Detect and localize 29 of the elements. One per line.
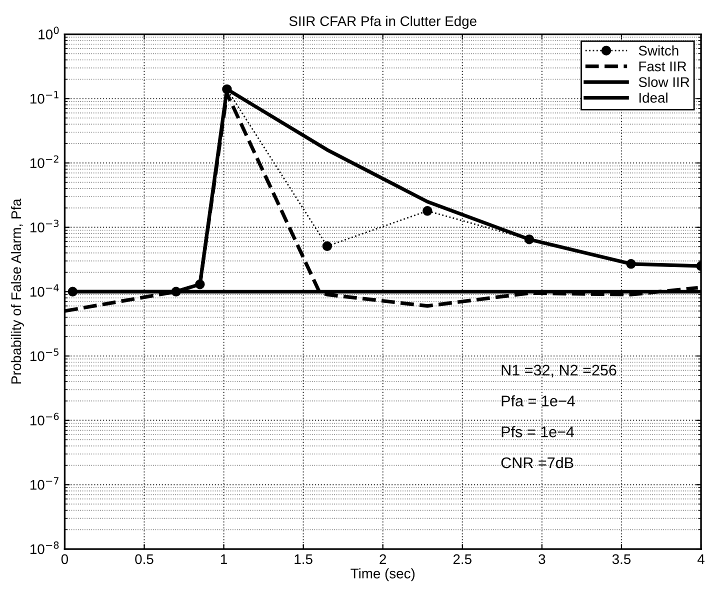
- y-tick-label: 10$^{0}$: [38, 26, 59, 40]
- legend-label: Fast IIR: [639, 62, 686, 72]
- annotation: Pfa = 1e−4: [502, 395, 575, 406]
- annotation: N1 =32, N2 =256: [502, 364, 616, 378]
- x-axis-title: Time (sec): [350, 568, 415, 582]
- legend-label: Slow IIR: [638, 76, 690, 88]
- y-tick-label: 10$^{−3}$: [30, 220, 59, 232]
- y-tick-label: 10$^{−4}$: [30, 284, 59, 297]
- legend-label: Ideal: [639, 92, 668, 103]
- y-tick-label: 10$^{−1}$: [30, 91, 58, 104]
- chart-title: SIIR CFAR Pfa in Clutter Edge: [289, 16, 476, 29]
- x-tick-label: 2.5: [453, 554, 472, 564]
- y-tick-label: 10$^{−8}$: [30, 541, 59, 554]
- x-tick-label: 2: [380, 554, 386, 564]
- y-axis-title: Probability of False Alarm, Pfa: [10, 198, 24, 384]
- annotation: Pfs = 1e−4: [502, 426, 574, 438]
- x-tick-label: 4: [697, 554, 704, 564]
- x-tick-label: 3: [538, 554, 546, 564]
- x-tick-label: 1: [220, 554, 227, 564]
- legend-label: Switch: [638, 45, 678, 56]
- y-tick-label: 10$^{−6}$: [30, 412, 59, 426]
- y-tick-label: 10$^{−7}$: [30, 477, 59, 490]
- x-tick-label: 1.5: [294, 554, 312, 564]
- y-tick-label: 10$^{−2}$: [30, 155, 58, 168]
- x-tick-label: 3.5: [612, 554, 631, 564]
- annotation: CNR =7dB: [501, 456, 574, 468]
- y-tick-label: 10$^{−5}$: [30, 348, 58, 362]
- x-tick-label: 0.5: [135, 554, 154, 564]
- x-tick-label: 0: [61, 554, 68, 564]
